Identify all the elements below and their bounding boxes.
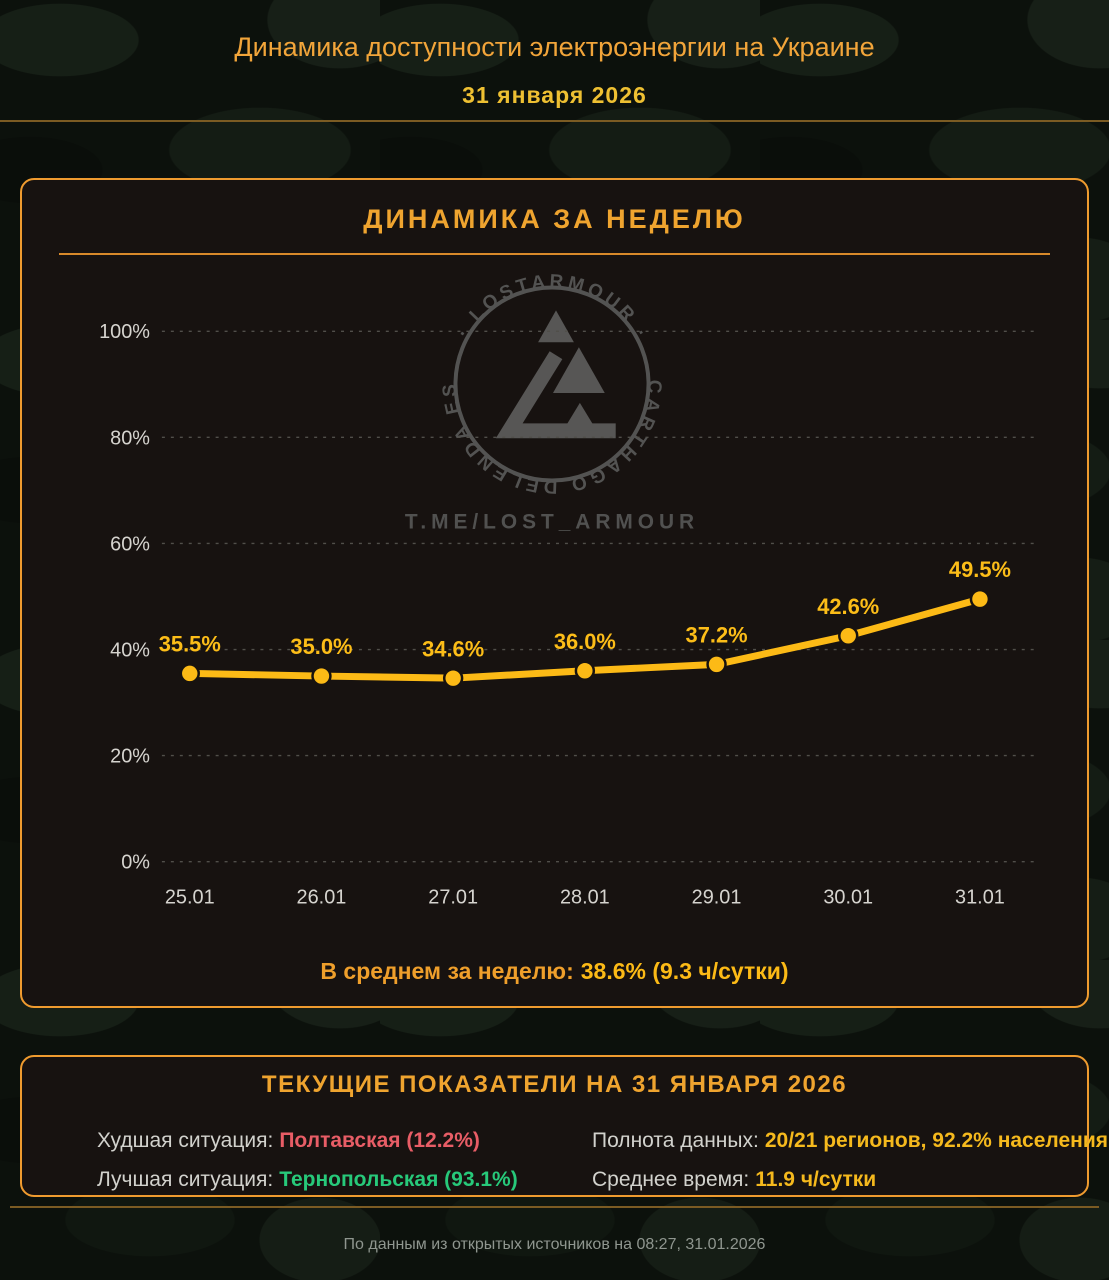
x-tick-label: 30.01 <box>823 886 873 908</box>
stat-value: Полтавская (12.2%) <box>279 1129 480 1152</box>
data-point-label: 35.5% <box>159 632 221 657</box>
bottom-divider <box>10 1206 1099 1208</box>
x-tick-label: 27.01 <box>428 886 478 908</box>
data-point <box>706 654 727 675</box>
data-point <box>311 665 332 687</box>
data-point <box>969 588 991 610</box>
data-point-label: 49.5% <box>949 557 1011 582</box>
stat-row-coverage: Полнота данных: 20/21 регионов, 92.2% нас… <box>592 1129 1108 1153</box>
x-tick-label: 26.01 <box>297 886 347 908</box>
data-point <box>442 667 464 689</box>
stat-label: Худшая ситуация: <box>97 1129 274 1152</box>
data-point-label: 35.0% <box>290 634 352 659</box>
stat-label: Полнота данных: <box>592 1129 759 1152</box>
data-point-label: 34.6% <box>422 636 484 661</box>
page-title: Динамика доступности электроэнергии на У… <box>234 32 875 62</box>
y-tick-label: 0% <box>121 852 150 874</box>
x-tick-label: 28.01 <box>560 886 610 908</box>
x-tick-label: 29.01 <box>692 886 742 908</box>
y-tick-label: 80% <box>110 427 150 449</box>
current-indicators-card: ТЕКУЩИЕ ПОКАЗАТЕЛИ НА 31 ЯНВАРЯ 2026 Худ… <box>20 1055 1108 1197</box>
stat-label: Среднее время: <box>592 1168 750 1191</box>
x-tick-label: 25.01 <box>165 886 215 908</box>
y-tick-label: 60% <box>110 533 150 555</box>
data-point-label: 42.6% <box>817 594 879 619</box>
y-tick-label: 20% <box>110 746 150 768</box>
watermark-handle: T.ME/LOST_ARMOUR <box>405 510 699 533</box>
stat-value: 20/21 регионов, 92.2% населения <box>764 1129 1109 1152</box>
data-point-label: 37.2% <box>686 622 748 647</box>
data-point <box>179 663 200 684</box>
weekly-dynamics-card: ДИНАМИКА ЗА НЕДЕЛЮ · LOSTARMOUR · CARTHA… <box>20 178 1089 1008</box>
weekly-title-underline <box>59 253 1050 255</box>
stat-row-best: Лучшая ситуация: Тернопольская (93.1%) <box>97 1168 518 1192</box>
page-date: 31 января 2026 <box>462 82 647 108</box>
watermark-ring <box>453 285 651 483</box>
y-tick-label: 40% <box>110 639 150 661</box>
watermark-logo <box>495 310 616 439</box>
y-tick-label: 100% <box>99 321 150 343</box>
current-card-title: ТЕКУЩИЕ ПОКАЗАТЕЛИ НА 31 ЯНВАРЯ 2026 <box>261 1071 848 1098</box>
x-tick-label: 31.01 <box>955 886 1005 908</box>
watermark-badge: · LOSTARMOUR · CARTHAGO DELENDA EST T.ME… <box>22 180 699 533</box>
stat-row-average-time: Среднее время: 11.9 ч/сутки <box>592 1168 876 1192</box>
weekly-card-title: ДИНАМИКА ЗА НЕДЕЛЮ <box>363 204 746 234</box>
stat-row-worst: Худшая ситуация: Полтавская (12.2%) <box>97 1129 480 1153</box>
data-point <box>574 660 596 681</box>
footer-source: По данным из открытых источников на 08:2… <box>343 1236 766 1253</box>
stat-value: 11.9 ч/сутки <box>755 1168 877 1191</box>
data-point <box>838 625 859 646</box>
weekly-chart-svg: · LOSTARMOUR · CARTHAGO DELENDA EST T.ME… <box>22 180 1038 908</box>
data-point-label: 36.0% <box>554 629 616 654</box>
top-divider <box>0 120 1109 122</box>
stat-value: Тернопольская (93.1%) <box>279 1168 518 1191</box>
weekly-average-value: 38.6% (9.3 ч/сутки) <box>580 958 789 984</box>
stat-label: Лучшая ситуация: <box>97 1168 274 1191</box>
weekly-average: В среднем за неделю: 38.6% (9.3 ч/сутки) <box>22 958 1087 985</box>
weekly-average-label: В среднем за неделю: <box>320 958 574 984</box>
